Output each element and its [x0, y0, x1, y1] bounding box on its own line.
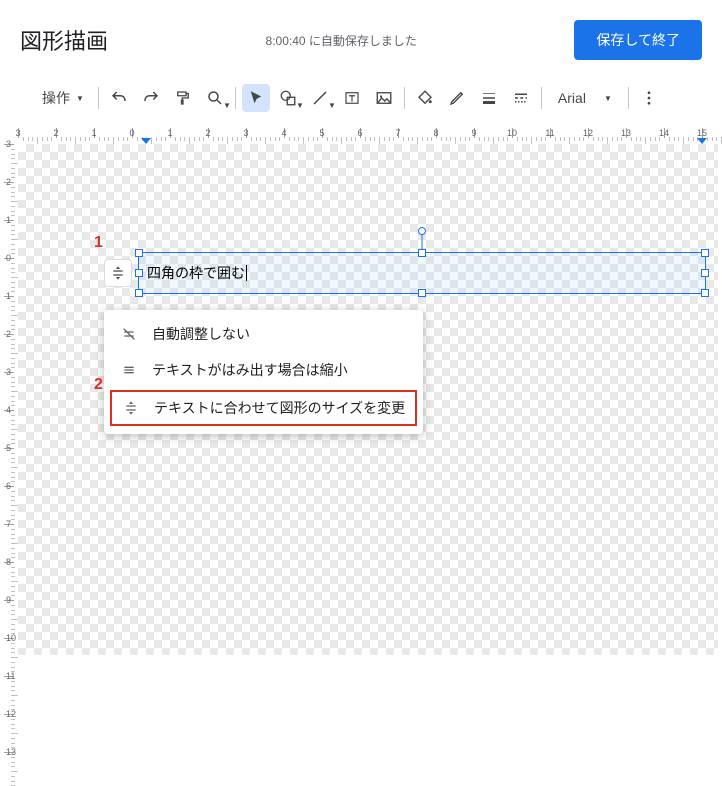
chevron-down-icon: ▼	[76, 94, 84, 103]
separator	[98, 87, 99, 109]
redo-icon	[142, 89, 160, 107]
resize-handle-e[interactable]	[701, 269, 709, 277]
undo-icon	[110, 89, 128, 107]
separator	[235, 87, 236, 109]
paint-roller-icon	[174, 89, 192, 107]
font-name-label: Arial	[558, 90, 586, 106]
zoom-button[interactable]: ▼	[201, 84, 229, 112]
textbox-icon	[343, 89, 361, 107]
menu-item-no-autofit[interactable]: 自動調整しない	[104, 316, 423, 352]
line-weight-icon	[480, 89, 498, 107]
autofit-menu: 自動調整しない テキストがはみ出す場合は縮小 テキストに合わせて図形のサイズを変…	[104, 310, 423, 434]
resize-handle-s[interactable]	[418, 289, 426, 297]
separator	[541, 87, 542, 109]
page-title: 図形描画	[20, 24, 108, 56]
menu-item-resize-to-text[interactable]: テキストに合わせて図形のサイズを変更	[110, 390, 417, 426]
save-and-close-button[interactable]: 保存して終了	[574, 20, 702, 60]
menu-item-label: 自動調整しない	[152, 324, 250, 344]
border-dash-button[interactable]	[507, 84, 535, 112]
resize-handle-sw[interactable]	[135, 289, 143, 297]
vertical-ruler: 321012345678910111213	[4, 144, 18, 655]
header: 図形描画 8:00:40 に自動保存しました 保存して終了	[0, 0, 722, 70]
menu-item-label: テキストに合わせて図形のサイズを変更	[154, 398, 405, 418]
chevron-down-icon: ▼	[296, 101, 304, 110]
shapes-icon	[279, 89, 297, 107]
chevron-down-icon: ▼	[604, 94, 612, 103]
no-autofit-icon	[120, 326, 138, 342]
text-cursor	[246, 265, 247, 281]
shape-text[interactable]: 四角の枠で囲む	[147, 263, 247, 283]
border-weight-button[interactable]	[475, 84, 503, 112]
shape-text-content: 四角の枠で囲む	[147, 265, 245, 281]
line-tool-button[interactable]: ▼	[306, 84, 334, 112]
zoom-icon	[206, 89, 224, 107]
select-tool-button[interactable]	[242, 84, 270, 112]
undo-button[interactable]	[105, 84, 133, 112]
more-vertical-icon	[640, 89, 658, 107]
image-button[interactable]	[370, 84, 398, 112]
shape-tool-button[interactable]: ▼	[274, 84, 302, 112]
fill-color-button[interactable]	[411, 84, 439, 112]
textbox-button[interactable]	[338, 84, 366, 112]
line-icon	[311, 89, 329, 107]
resize-handle-w[interactable]	[135, 269, 143, 277]
actions-menu-button[interactable]: 操作 ▼	[34, 84, 92, 112]
cursor-icon	[247, 89, 265, 107]
toolbar: 操作 ▼ ▼ ▼ ▼ Arial	[14, 80, 708, 116]
separator	[628, 87, 629, 109]
annotation-2: 2	[94, 376, 103, 394]
selected-textbox-shape[interactable]: 四角の枠で囲む	[138, 252, 706, 294]
redo-button[interactable]	[137, 84, 165, 112]
drawing-canvas[interactable]: 四角の枠で囲む 自動調整しない テキストがはみ出す場合は縮小 テキストに合わせて…	[18, 144, 718, 655]
annotation-1: 1	[94, 234, 103, 252]
border-color-button[interactable]	[443, 84, 471, 112]
rotation-handle[interactable]	[418, 227, 426, 235]
paint-bucket-icon	[416, 89, 434, 107]
line-dash-icon	[512, 89, 530, 107]
actions-label: 操作	[42, 88, 70, 108]
autofit-anchor-button[interactable]	[104, 259, 132, 287]
shrink-icon	[120, 362, 138, 378]
resize-handle-se[interactable]	[701, 289, 709, 297]
resize-handle-ne[interactable]	[701, 249, 709, 257]
autofit-icon	[110, 265, 126, 281]
chevron-down-icon: ▼	[223, 101, 231, 110]
image-icon	[375, 89, 393, 107]
paint-format-button[interactable]	[169, 84, 197, 112]
resize-handle-n[interactable]	[418, 249, 426, 257]
pencil-icon	[448, 89, 466, 107]
horizontal-ruler: 3210123456789101112131415	[18, 128, 718, 144]
resize-handle-nw[interactable]	[135, 249, 143, 257]
resize-icon	[122, 400, 140, 416]
font-select[interactable]: Arial ▼	[548, 84, 622, 112]
menu-item-label: テキストがはみ出す場合は縮小	[152, 360, 348, 380]
menu-item-shrink-overflow[interactable]: テキストがはみ出す場合は縮小	[104, 352, 423, 388]
more-button[interactable]	[635, 84, 663, 112]
separator	[404, 87, 405, 109]
autosave-status: 8:00:40 に自動保存しました	[266, 32, 417, 49]
chevron-down-icon: ▼	[328, 101, 336, 110]
